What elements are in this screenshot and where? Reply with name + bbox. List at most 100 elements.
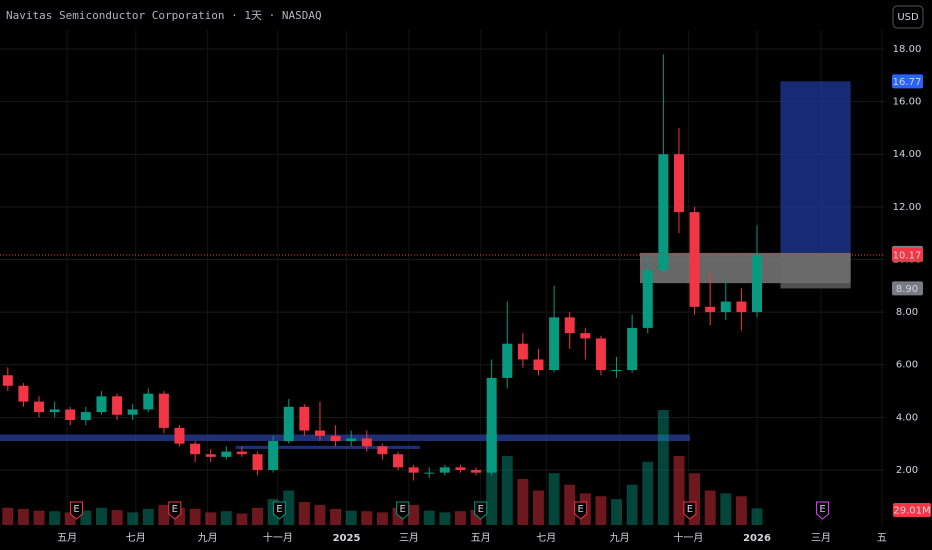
- currency-button-label[interactable]: USD: [897, 12, 919, 23]
- volume-bar: [252, 507, 264, 525]
- volume-bar: [611, 499, 622, 525]
- volume-bar: [533, 490, 544, 525]
- volume-bar: [392, 507, 404, 525]
- volume-bar: [111, 510, 123, 525]
- y-tick-label: 12.00: [893, 202, 922, 213]
- candle-body: [49, 409, 60, 413]
- x-tick-label: 五月: [57, 532, 77, 544]
- volume-bar: [704, 490, 716, 525]
- candle-body: [361, 438, 372, 447]
- y-tick-label: 6.00: [896, 360, 918, 371]
- candle-body: [65, 409, 76, 420]
- candle-body: [236, 451, 247, 455]
- currency-button[interactable]: [892, 5, 924, 29]
- candle-body: [299, 406, 310, 431]
- candle-body: [533, 359, 544, 370]
- volume-bar: [361, 511, 373, 525]
- candle-body: [549, 317, 560, 370]
- volume-bar: [454, 511, 466, 525]
- candle-body: [96, 396, 107, 413]
- volume-bar: [423, 510, 435, 525]
- volume-bar: [486, 433, 498, 525]
- candle-body: [611, 370, 622, 371]
- volume-label: 29.01M: [893, 506, 930, 517]
- volume-bar: [408, 504, 420, 525]
- x-tick-label: 三月: [811, 532, 831, 544]
- volume-bar: [95, 507, 107, 525]
- candle-body: [221, 451, 232, 457]
- candle-body: [689, 212, 700, 307]
- x-tick-label: 五: [877, 533, 887, 544]
- earnings-label: E: [478, 504, 484, 515]
- y-tick-label: 16.00: [893, 97, 922, 108]
- candle-body: [673, 154, 684, 213]
- candle-body: [736, 301, 747, 313]
- volume-bar: [439, 512, 451, 525]
- volume-bar: [2, 507, 14, 525]
- earnings-marker: [474, 501, 488, 520]
- volume-bar: [17, 508, 29, 525]
- earnings-label: E: [73, 504, 79, 515]
- x-tick-label: 九月: [610, 532, 630, 544]
- x-tick-label: 十一月: [673, 531, 703, 544]
- candle-body: [174, 427, 185, 444]
- volume-bar: [330, 508, 342, 525]
- y-tick-label: 4.00: [896, 412, 918, 423]
- earnings-label: E: [172, 504, 178, 515]
- candle-body: [752, 255, 763, 313]
- volume-bar: [298, 502, 310, 525]
- x-tick-label: 2026: [743, 533, 771, 544]
- grid: [0, 30, 885, 525]
- volume-bar: [642, 461, 654, 525]
- volume-label-box: [893, 503, 931, 517]
- candle-body: [502, 343, 513, 378]
- price-label: 16.77: [893, 77, 922, 88]
- volume-bar: [127, 512, 139, 525]
- candle-body: [720, 301, 731, 313]
- candle-body: [143, 393, 154, 410]
- candle-body: [377, 446, 388, 455]
- volume-bar: [80, 510, 92, 525]
- candle-body: [705, 306, 716, 313]
- volume-bar: [64, 512, 76, 525]
- volume-bar: [626, 484, 638, 525]
- candle-body: [564, 317, 575, 334]
- candle-body: [346, 438, 357, 442]
- x-tick-label: 七月: [536, 532, 556, 544]
- candle-body: [283, 406, 294, 442]
- volume-bar: [376, 512, 388, 525]
- earnings-marker: [683, 501, 697, 520]
- volume-bar: [548, 473, 560, 525]
- candle-body: [268, 441, 279, 470]
- volume-bar: [314, 504, 326, 525]
- earnings-marker: [69, 501, 83, 520]
- y-tick-label: 2.00: [896, 465, 918, 476]
- volume-bar: [517, 479, 529, 525]
- volume-bar: [720, 493, 732, 525]
- candle-body: [205, 454, 216, 457]
- candle-body: [158, 393, 169, 428]
- zone: [780, 81, 851, 253]
- candle-body: [486, 377, 497, 473]
- candle-body: [80, 412, 91, 420]
- volume-bar: [735, 496, 747, 525]
- zone: [235, 445, 420, 449]
- candle-body: [658, 154, 669, 270]
- earnings-label: E: [400, 504, 406, 515]
- volume-bar: [205, 512, 217, 525]
- zone: [780, 252, 851, 289]
- volume-bar: [751, 508, 763, 525]
- volume-bar: [174, 507, 185, 525]
- earnings-label: E: [819, 504, 825, 515]
- price-label-box: [892, 248, 923, 262]
- volume-bar: [470, 510, 482, 525]
- volume-bar: [142, 508, 154, 525]
- volume-bar: [49, 511, 61, 525]
- volume-bar: [189, 508, 201, 525]
- earnings-label: E: [577, 504, 583, 515]
- volume-bar: [501, 456, 513, 525]
- chart-title: Navitas Semiconductor Corporation · 1天 ·…: [6, 9, 322, 22]
- candle-body: [455, 467, 466, 470]
- candle-body: [330, 435, 341, 442]
